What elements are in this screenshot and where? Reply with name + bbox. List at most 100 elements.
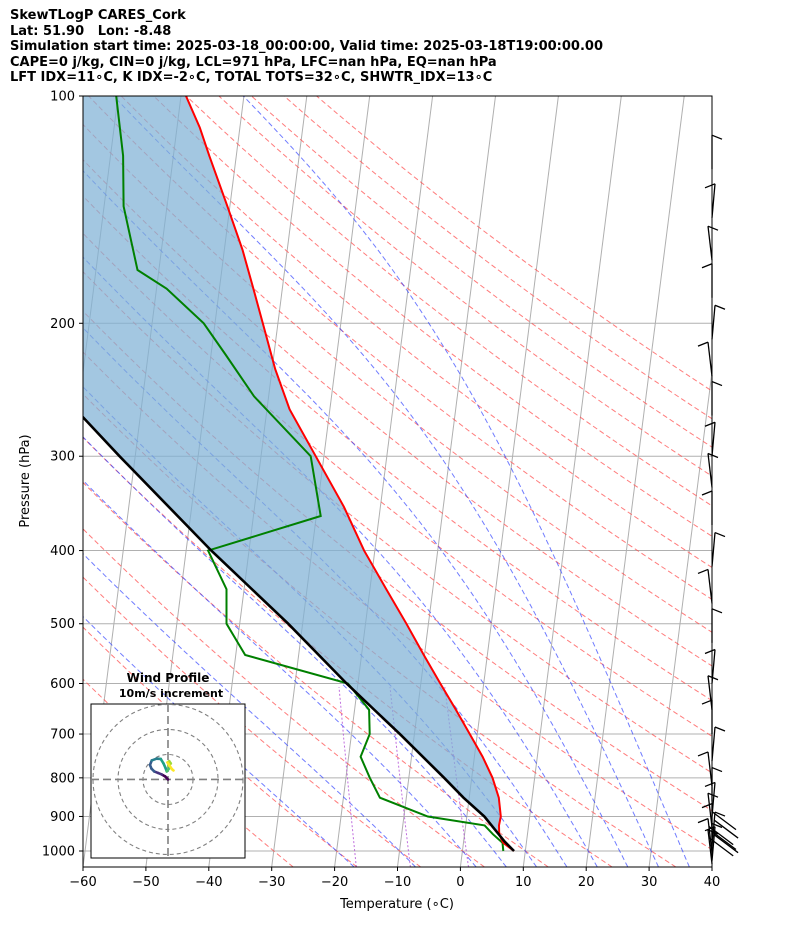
- hodograph-subtitle: 10m/s increment: [119, 687, 223, 700]
- isotherm-gridline: [334, 96, 434, 867]
- hodograph-inner: [91, 704, 245, 858]
- wind-barb-flag: [697, 341, 709, 347]
- time-line: Simulation start time: 2025-03-18_00:00:…: [10, 39, 603, 55]
- wind-barb-flag: [707, 452, 719, 459]
- wind-barb-staff: [707, 675, 713, 710]
- wind-barb-flag: [711, 134, 723, 140]
- dry-adiabat: [83, 481, 549, 867]
- isotherm-gridline: [711, 863, 712, 867]
- y-tick-label: 200: [50, 317, 75, 332]
- dry-adiabat: [83, 123, 712, 633]
- temperature-line: [185, 96, 515, 852]
- dry-adiabat: [185, 96, 712, 507]
- dry-adiabat: [218, 96, 712, 477]
- hodograph-segment: [170, 767, 175, 772]
- moist-adiabat: [83, 170, 629, 867]
- y-tick-label: 300: [50, 450, 75, 465]
- x-tick-label: 20: [578, 875, 595, 890]
- wind-barb-staff: [711, 782, 716, 817]
- wind-barb-flag: [707, 792, 719, 798]
- wind-barb-flag: [697, 818, 709, 824]
- moist-adiabat: [83, 479, 477, 867]
- wind-barb-staff: [707, 453, 713, 488]
- chart-header: SkewTLogP CARES_Cork Lat: 51.90 Lon: -8.…: [10, 8, 603, 86]
- wind-barb-flag: [704, 421, 716, 427]
- x-tick-label: −40: [195, 875, 222, 890]
- y-tick-label: 700: [50, 728, 75, 743]
- wind-barb-staff: [707, 751, 713, 787]
- wind-barb-staff: [711, 532, 716, 567]
- x-axis-label: Temperature (∘C): [339, 897, 454, 912]
- location-line: Lat: 51.90 Lon: -8.48: [10, 23, 172, 39]
- wind-barb-flag: [711, 811, 737, 831]
- wind-barb-flag: [704, 648, 716, 655]
- isotherm-gridline: [522, 96, 622, 867]
- wind-barb-flag: [711, 766, 723, 773]
- dry-adiabat: [83, 528, 485, 867]
- wind-barb-flag: [704, 183, 716, 189]
- wind-barb-flag: [704, 781, 716, 788]
- x-tick-label: −60: [69, 875, 96, 890]
- y-tick-label: 500: [50, 617, 75, 632]
- wind-barb-flag: [697, 751, 709, 757]
- x-axis: −60 −50 −40 −30 −20 −10 0 10 20 30 40: [69, 867, 720, 890]
- y-axis-label: Pressure (hPa): [18, 434, 33, 527]
- wind-barb-flag: [714, 531, 726, 538]
- y-tick-label: 600: [50, 677, 75, 692]
- dry-adiabat: [120, 96, 712, 569]
- x-tick-label: 30: [641, 875, 658, 890]
- station-title: SkewTLogP CARES_Cork: [10, 8, 186, 23]
- dewpoint-line: [115, 96, 505, 852]
- x-tick-label: 40: [704, 875, 721, 890]
- wind-barb-staff: [707, 226, 713, 261]
- wind-barb-flag: [711, 830, 737, 851]
- y-tick-label: 900: [50, 810, 75, 825]
- wind-barb-staff: [711, 811, 716, 847]
- wind-barb-flag: [701, 803, 713, 809]
- y-tick-label: 100: [50, 90, 75, 105]
- x-tick-label: −30: [258, 875, 285, 890]
- cin-cape-shading: [83, 96, 514, 851]
- x-tick-label: −20: [321, 875, 348, 890]
- hodograph-title: Wind Profile: [127, 671, 210, 685]
- x-tick-label: 0: [456, 875, 464, 890]
- wind-barb-flag: [711, 608, 723, 614]
- moist-adiabat: [113, 96, 659, 867]
- wind-barb-flag: [714, 304, 726, 310]
- wind-barb-flag: [711, 380, 723, 387]
- wind-barb-staff: [707, 829, 713, 864]
- wind-barb-staff: [711, 649, 716, 684]
- x-tick-label: 10: [515, 875, 532, 890]
- wind-barb-flag: [714, 726, 726, 732]
- moist-adiabat: [83, 436, 507, 867]
- wind-barb-flag: [714, 811, 726, 817]
- wind-barb-flag: [697, 568, 709, 575]
- moist-adiabat: [242, 96, 690, 867]
- indices-line-2: LFT IDX=11∘C, K IDX=-2∘C, TOTAL TOTS=32∘…: [10, 70, 493, 86]
- dry-adiabat: [153, 96, 712, 537]
- wind-barb-flag: [713, 834, 739, 854]
- wind-barb-staff: [711, 726, 716, 762]
- wind-barb-staff: [711, 422, 716, 457]
- wind-barb-staff: [707, 793, 713, 828]
- y-tick-label: 1000: [42, 845, 75, 860]
- wind-barb-flag: [701, 490, 713, 496]
- wind-barbs: [697, 134, 739, 864]
- dry-adiabat: [283, 96, 712, 420]
- wind-barb-flag: [713, 819, 739, 839]
- wind-barb-staff: [707, 569, 713, 604]
- wind-barb-staff: [707, 342, 713, 377]
- x-tick-label: −50: [132, 875, 159, 890]
- isotherm-gridline: [459, 96, 559, 867]
- isotherm-gridline: [648, 368, 712, 867]
- moist-adiabat: [83, 553, 416, 867]
- wind-barb-staff: [711, 183, 716, 218]
- wind-barb-flag: [707, 225, 719, 231]
- y-tick-label: 400: [50, 544, 75, 559]
- y-tick-label: 800: [50, 771, 75, 786]
- parcel-line: [83, 415, 515, 852]
- hodograph-inset: Wind Profile 10m/s increment: [90, 671, 246, 859]
- isotherm-gridline: [585, 96, 685, 867]
- dry-adiabat: [83, 159, 712, 667]
